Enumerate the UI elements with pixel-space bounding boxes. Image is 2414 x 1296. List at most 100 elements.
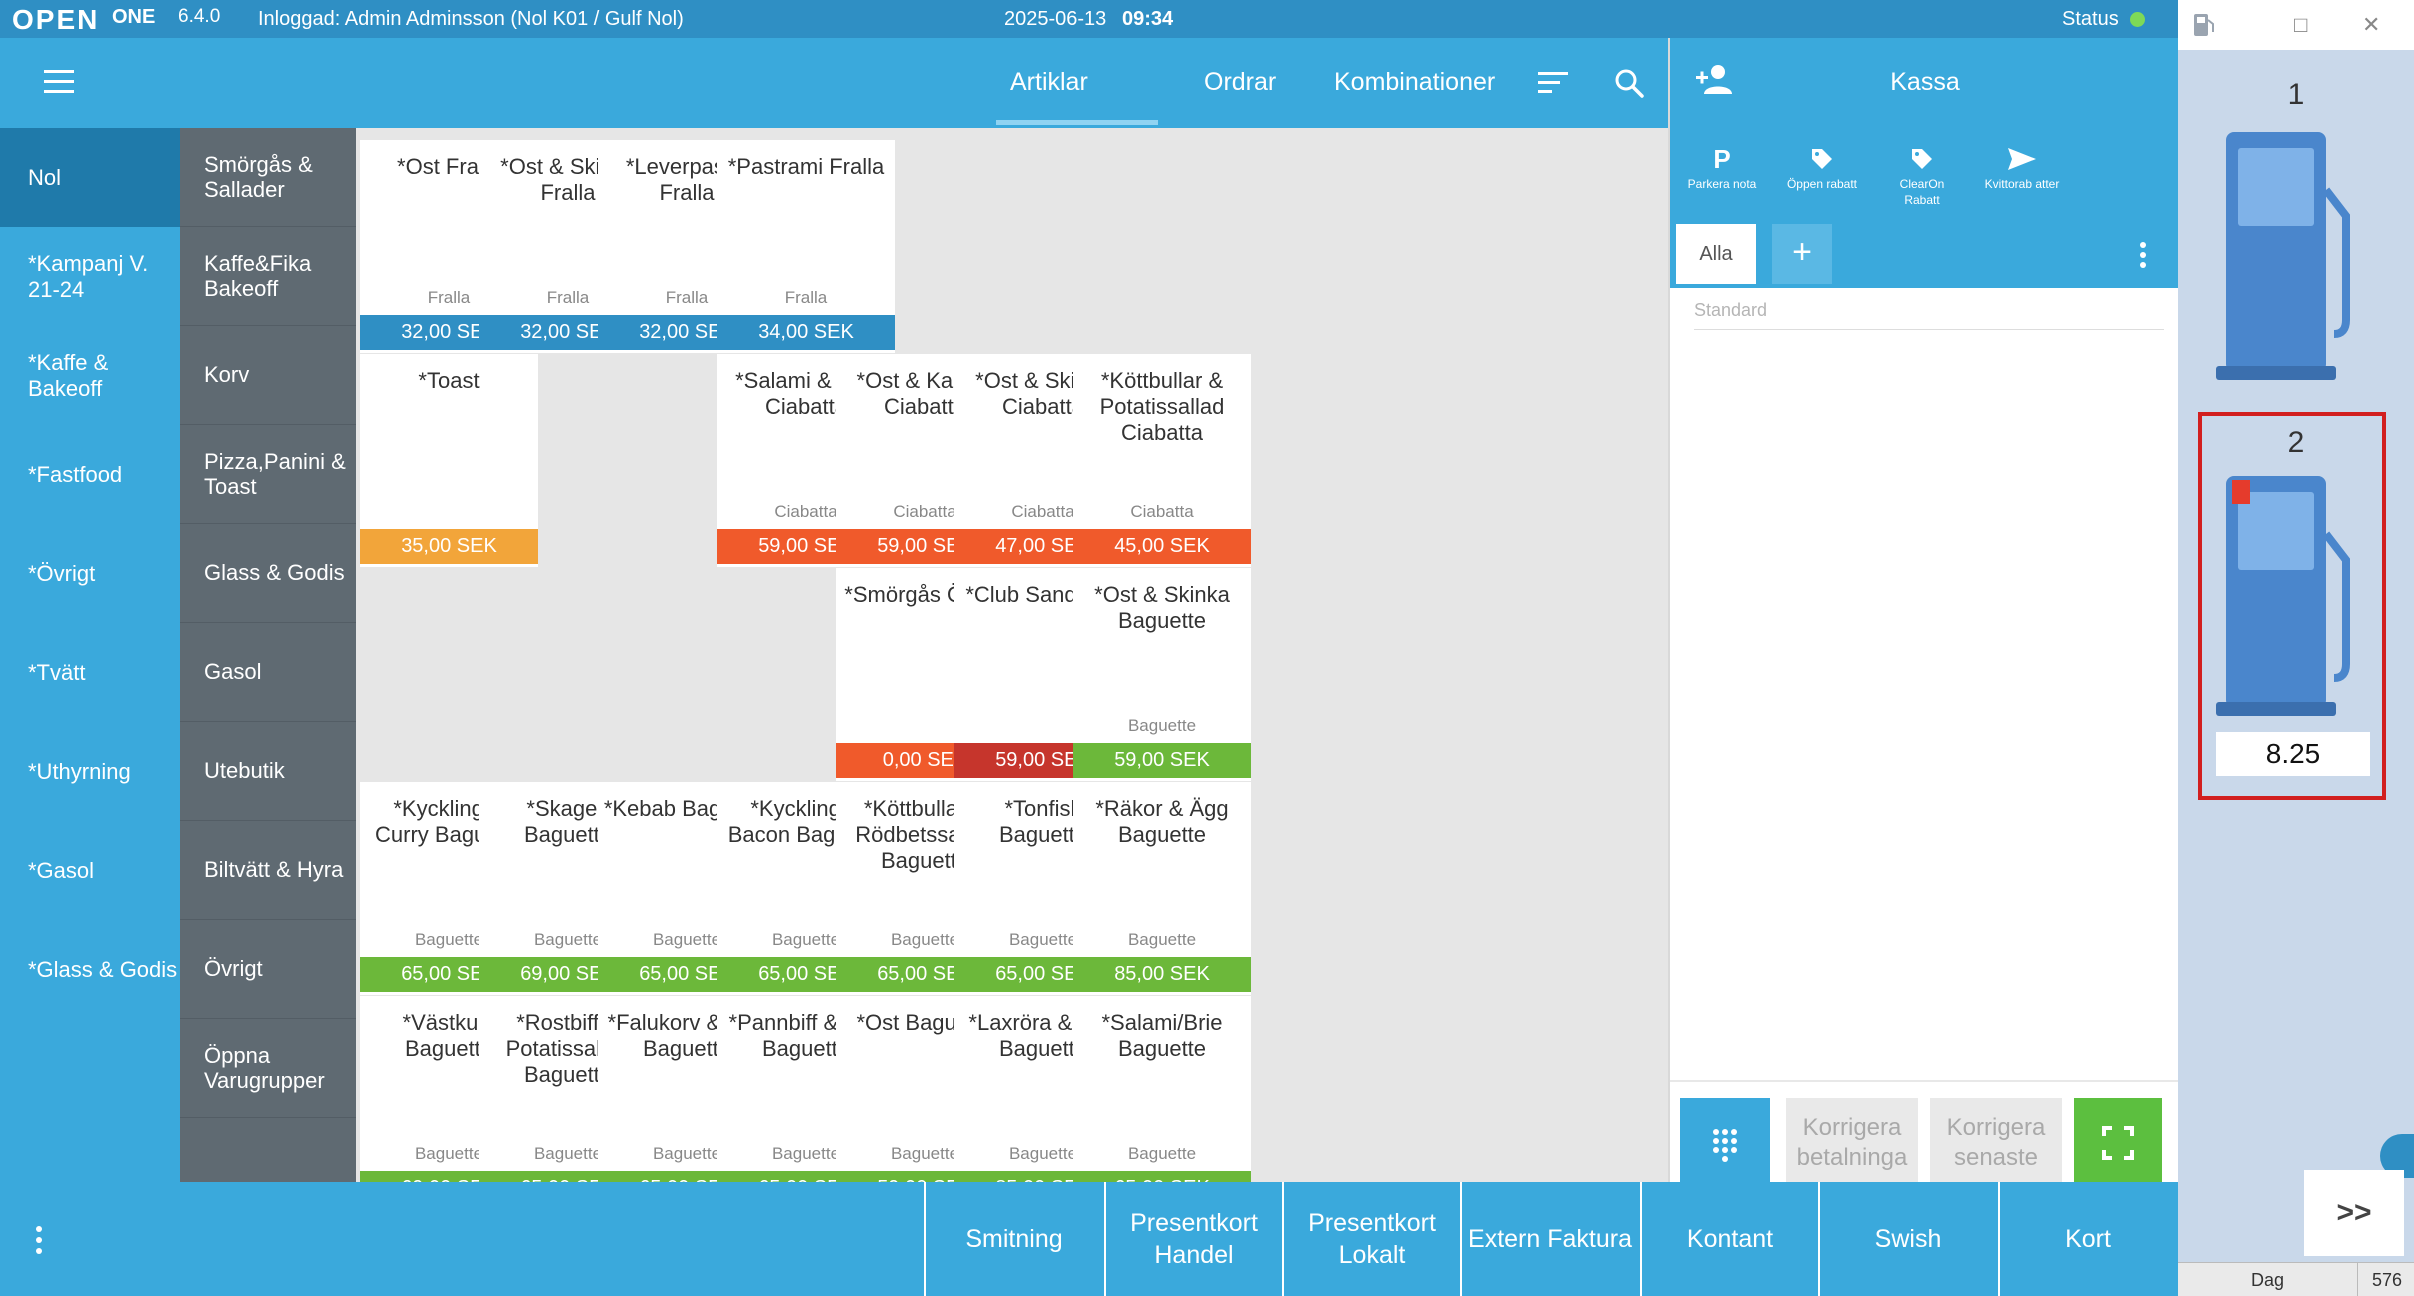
product-card[interactable]: *Räkor & Ägg Baguette Baguette 85,00 SEK bbox=[1073, 782, 1251, 995]
numpad-button[interactable] bbox=[1680, 1098, 1770, 1188]
top-status-bar: OPEN ONE 6.4.0 Inloggad: Admin Adminsson… bbox=[0, 0, 2178, 38]
category-item[interactable]: *Fastfood bbox=[28, 461, 123, 487]
product-name: *Salami/Brie Baguette bbox=[1101, 1010, 1223, 1061]
fuel-pump-icon[interactable] bbox=[2212, 468, 2362, 738]
kassa-tab-alla[interactable]: Alla bbox=[1676, 224, 1756, 284]
product-group: Fralla bbox=[546, 288, 590, 307]
payment-kort-button[interactable]: Kort bbox=[1998, 1182, 2176, 1296]
action-label: ClearOn Rabatt bbox=[1899, 177, 1945, 207]
product-price: 59,00 SEK bbox=[836, 1171, 1014, 1182]
add-tab-button[interactable]: + bbox=[1772, 224, 1832, 284]
clearon-rabatt-button[interactable]: ClearOn Rabatt bbox=[1882, 142, 1962, 208]
subgroup-item[interactable]: Kaffe&Fika Bakeoff bbox=[180, 227, 356, 326]
subgroup-item[interactable]: Pizza,Panini & Toast bbox=[180, 425, 356, 524]
subgroup-item[interactable]: Korv bbox=[180, 326, 356, 425]
close-icon[interactable]: ✕ bbox=[2362, 12, 2381, 37]
product-card[interactable]: *Ost & Skinka Baguette Baguette 59,00 SEK bbox=[1073, 568, 1251, 781]
subgroup-item[interactable]: Smörgås & Sallader bbox=[180, 128, 356, 227]
maximize-icon[interactable]: □ bbox=[2294, 12, 2308, 37]
pump-footer-value: 576 bbox=[2371, 1270, 2403, 1290]
product-price: 65,00 SEK bbox=[1073, 1171, 1251, 1182]
product-price: 35,00 SEK bbox=[360, 529, 538, 564]
product-name: *Skagen Baguette bbox=[523, 796, 613, 847]
kassa-bottom-actions: Korrigera betalninga Korrigera senaste bbox=[1670, 1080, 2180, 1188]
product-card[interactable]: *Toast 35,00 SEK bbox=[360, 354, 538, 567]
subgroup-item[interactable]: Öppna Varugrupper bbox=[180, 1019, 356, 1118]
product-group: Baguette bbox=[1008, 930, 1078, 949]
tab-ordrar[interactable]: Ordrar bbox=[1204, 68, 1277, 96]
payment-smitning-button[interactable]: Smitning bbox=[924, 1182, 1102, 1296]
category-item[interactable]: Nol bbox=[0, 128, 180, 227]
subgroup-item[interactable]: Glass & Godis bbox=[180, 524, 356, 623]
kassa-standard-field[interactable]: Standard bbox=[1694, 300, 2164, 330]
active-tab-indicator bbox=[996, 120, 1158, 125]
category-list: Nol *Kampanj V. 21-24 *Kaffe & Bakeoff *… bbox=[0, 128, 180, 1182]
category-item[interactable]: *Övrigt bbox=[28, 560, 96, 586]
action-label: Parkera nota bbox=[1687, 177, 1757, 191]
fuel-pump-icon[interactable] bbox=[2212, 120, 2362, 390]
parkera-nota-button[interactable]: P Parkera nota bbox=[1682, 142, 1762, 192]
more-options-icon[interactable] bbox=[2140, 242, 2148, 270]
product-group: Ciabatta bbox=[1130, 502, 1194, 521]
product-price: 85,00 SEK bbox=[954, 1171, 1132, 1182]
korrigera-betalning-button[interactable]: Korrigera betalninga bbox=[1786, 1098, 1918, 1188]
product-name: *Köttbullar & Potatissallad Ciabatta bbox=[1099, 368, 1225, 445]
subgroup-item[interactable]: Övrigt bbox=[180, 920, 356, 1019]
payment-swish-button[interactable]: Swish bbox=[1818, 1182, 1996, 1296]
menu-icon[interactable] bbox=[44, 70, 74, 94]
search-icon[interactable] bbox=[1614, 68, 1644, 98]
product-price: 34,00 SEK bbox=[717, 315, 895, 350]
category-item[interactable]: *Gasol bbox=[28, 857, 95, 883]
next-pumps-button[interactable]: >> bbox=[2304, 1170, 2404, 1256]
product-group: Ciabatta bbox=[893, 502, 957, 521]
sort-icon[interactable] bbox=[1538, 72, 1568, 94]
app-logo: OPEN bbox=[12, 4, 100, 35]
payment-kontant-button[interactable]: Kontant bbox=[1640, 1182, 1818, 1296]
product-name: *Pastrami Fralla bbox=[727, 154, 885, 179]
product-group: Baguette bbox=[890, 930, 960, 949]
product-group: Ciabatta bbox=[774, 502, 838, 521]
product-group: Baguette bbox=[771, 930, 841, 949]
product-group: Baguette bbox=[771, 1144, 841, 1163]
product-group: Baguette bbox=[652, 1144, 722, 1163]
tab-kombinationer[interactable]: Kombinationer bbox=[1334, 68, 1496, 96]
category-item[interactable]: *Glass & Godis bbox=[28, 956, 178, 982]
product-card[interactable]: *Pastrami Fralla Fralla 34,00 SEK bbox=[717, 140, 895, 353]
product-card[interactable]: *Kyckling & Curry Baguette Baguette 65,00 … bbox=[360, 782, 538, 995]
product-group: Baguette bbox=[1008, 1144, 1078, 1163]
parking-icon: P bbox=[1713, 144, 1731, 174]
payment-extern-faktura-button[interactable]: Extern Faktura bbox=[1460, 1182, 1638, 1296]
payment-presentkort-handel-button[interactable]: Presentkort Handel bbox=[1104, 1182, 1282, 1296]
category-item[interactable]: *Tvätt bbox=[28, 659, 86, 685]
product-card[interactable]: *Salami/Brie Baguette Baguette 65,00 SEK bbox=[1073, 996, 1251, 1182]
app-version: 6.4.0 bbox=[178, 6, 221, 27]
subgroup-item[interactable]: Gasol bbox=[180, 623, 356, 722]
status-label[interactable]: Status bbox=[2062, 8, 2119, 30]
subgroup-list: Smörgås & Sallader Kaffe&Fika Bakeoff Ko… bbox=[180, 128, 356, 1182]
oppen-rabatt-button[interactable]: Öppen rabatt bbox=[1782, 142, 1862, 192]
payment-bar: Smitning Presentkort Handel Presentkort … bbox=[0, 1182, 2178, 1296]
tag-icon bbox=[1782, 142, 1862, 176]
add-customer-icon[interactable] bbox=[1694, 62, 1734, 96]
kvittorabatter-button[interactable]: Kvittorab atter bbox=[1982, 142, 2062, 192]
numpad-icon bbox=[1713, 1129, 1737, 1162]
product-price: 85,00 SEK bbox=[1073, 957, 1251, 992]
pump-app-icon bbox=[2194, 14, 2214, 36]
tab-artiklar[interactable]: Artiklar bbox=[1010, 68, 1088, 96]
product-group: Baguette bbox=[533, 930, 603, 949]
product-card[interactable]: *Köttbullar & Potatissallad Ciabatta Ciab… bbox=[1073, 354, 1251, 567]
product-group: Baguette bbox=[890, 1144, 960, 1163]
category-item[interactable]: *Uthyrning bbox=[28, 758, 131, 784]
category-item[interactable]: *Kaffe & Bakeoff bbox=[28, 350, 109, 401]
kassa-title: Kassa bbox=[1890, 68, 1960, 96]
more-vertical-icon[interactable] bbox=[36, 1226, 44, 1258]
payment-presentkort-lokalt-button[interactable]: Presentkort Lokalt bbox=[1282, 1182, 1460, 1296]
product-name: *Tonfisk Baguette bbox=[998, 796, 1088, 847]
subgroup-item[interactable]: Utebutik bbox=[180, 722, 356, 821]
category-item[interactable]: *Kampanj V. 21-24 bbox=[28, 251, 149, 302]
korrigera-senaste-button[interactable]: Korrigera senaste bbox=[1930, 1098, 2062, 1188]
current-time: 09:34 bbox=[1122, 8, 1174, 30]
fullscreen-button[interactable] bbox=[2074, 1098, 2162, 1188]
tag-icon bbox=[1882, 142, 1962, 176]
subgroup-item[interactable]: Biltvätt & Hyra bbox=[180, 821, 356, 920]
